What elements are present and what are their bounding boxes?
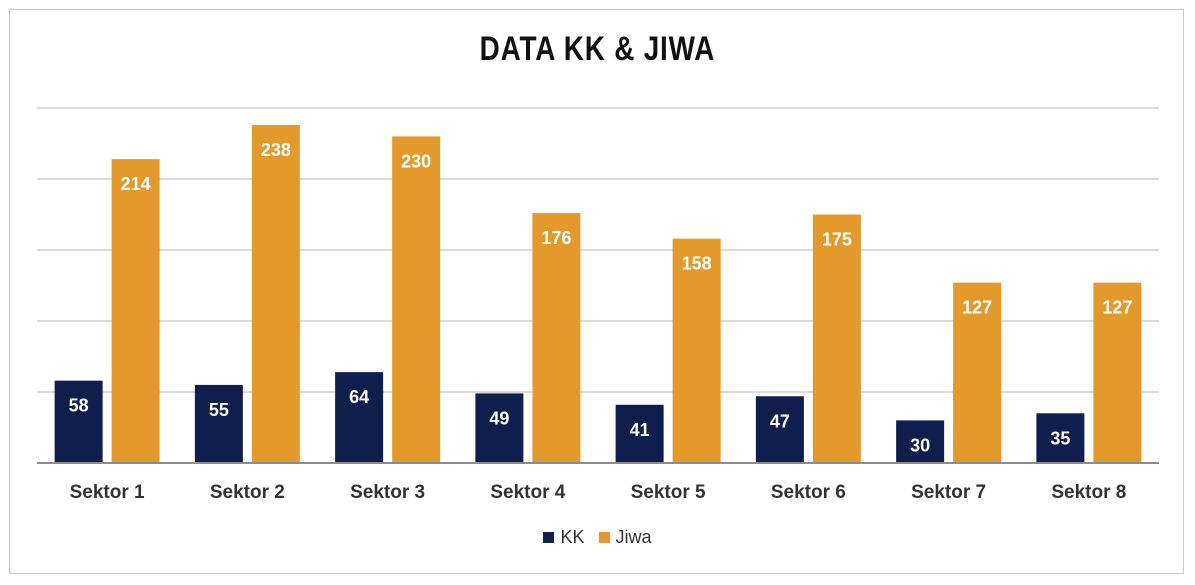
bar-kk-3 — [335, 372, 384, 463]
bar-kk-8 — [1036, 413, 1085, 463]
bar-jiwa-5 — [672, 238, 721, 463]
bar-kk-1 — [54, 380, 103, 463]
data-label-jiwa-6: 175 — [822, 230, 852, 250]
data-label-kk-7: 30 — [910, 435, 930, 455]
data-label-kk-6: 47 — [770, 411, 790, 431]
bar-kk-5 — [615, 404, 664, 463]
category-label-7: Sektor 7 — [911, 482, 986, 503]
legend-item-kk: KK — [543, 527, 585, 548]
category-label-5: Sektor 5 — [631, 482, 706, 503]
legend-item-jiwa: Jiwa — [598, 527, 652, 548]
bar-jiwa-7 — [953, 282, 1002, 463]
bar-jiwa-2 — [251, 125, 300, 463]
data-label-kk-8: 35 — [1050, 428, 1070, 448]
category-label-2: Sektor 2 — [210, 482, 285, 503]
category-label-4: Sektor 4 — [490, 482, 565, 503]
data-label-jiwa-3: 230 — [401, 151, 431, 171]
data-label-kk-5: 41 — [630, 420, 650, 440]
data-label-jiwa-1: 214 — [121, 174, 151, 194]
bar-jiwa-1 — [111, 159, 160, 463]
legend-label-kk: KK — [560, 527, 585, 547]
data-label-kk-4: 49 — [489, 408, 509, 428]
data-label-kk-3: 64 — [349, 387, 369, 407]
data-label-jiwa-2: 238 — [261, 140, 291, 160]
data-label-jiwa-8: 127 — [1102, 298, 1132, 318]
category-label-1: Sektor 1 — [70, 482, 145, 503]
category-tick-labels: Sektor 1 Sektor 2 Sektor 3 Sektor 4 Sektor 5… — [70, 482, 1127, 503]
bar-kk-4 — [475, 393, 524, 463]
category-label-3: Sektor 3 — [350, 482, 425, 503]
bar-jiwa-4 — [532, 213, 581, 463]
bar-jiwa-3 — [392, 136, 441, 463]
bar-kk-7 — [896, 420, 945, 463]
bar-kk-6 — [755, 396, 804, 463]
chart-title: DATA KK & JIWA — [479, 30, 716, 68]
legend: KK Jiwa — [0, 527, 1195, 548]
data-label-jiwa-4: 176 — [541, 228, 571, 248]
legend-swatch-kk — [543, 532, 555, 543]
bars — [54, 125, 1142, 463]
data-label-kk-1: 58 — [69, 396, 89, 416]
data-label-kk-2: 55 — [209, 400, 229, 420]
legend-label-jiwa: Jiwa — [615, 527, 652, 547]
bar-jiwa-8 — [1093, 282, 1142, 463]
category-label-8: Sektor 8 — [1051, 482, 1126, 503]
data-label-jiwa-7: 127 — [962, 298, 992, 318]
data-labels: 58 214 55 238 64 230 49 176 41 158 47 175 30 127 35 127 — [69, 140, 1133, 455]
bar-kk-2 — [194, 384, 243, 463]
bar-jiwa-6 — [812, 214, 861, 463]
category-label-6: Sektor 6 — [771, 482, 846, 503]
legend-swatch-jiwa — [598, 532, 610, 543]
data-label-jiwa-5: 158 — [682, 254, 712, 274]
